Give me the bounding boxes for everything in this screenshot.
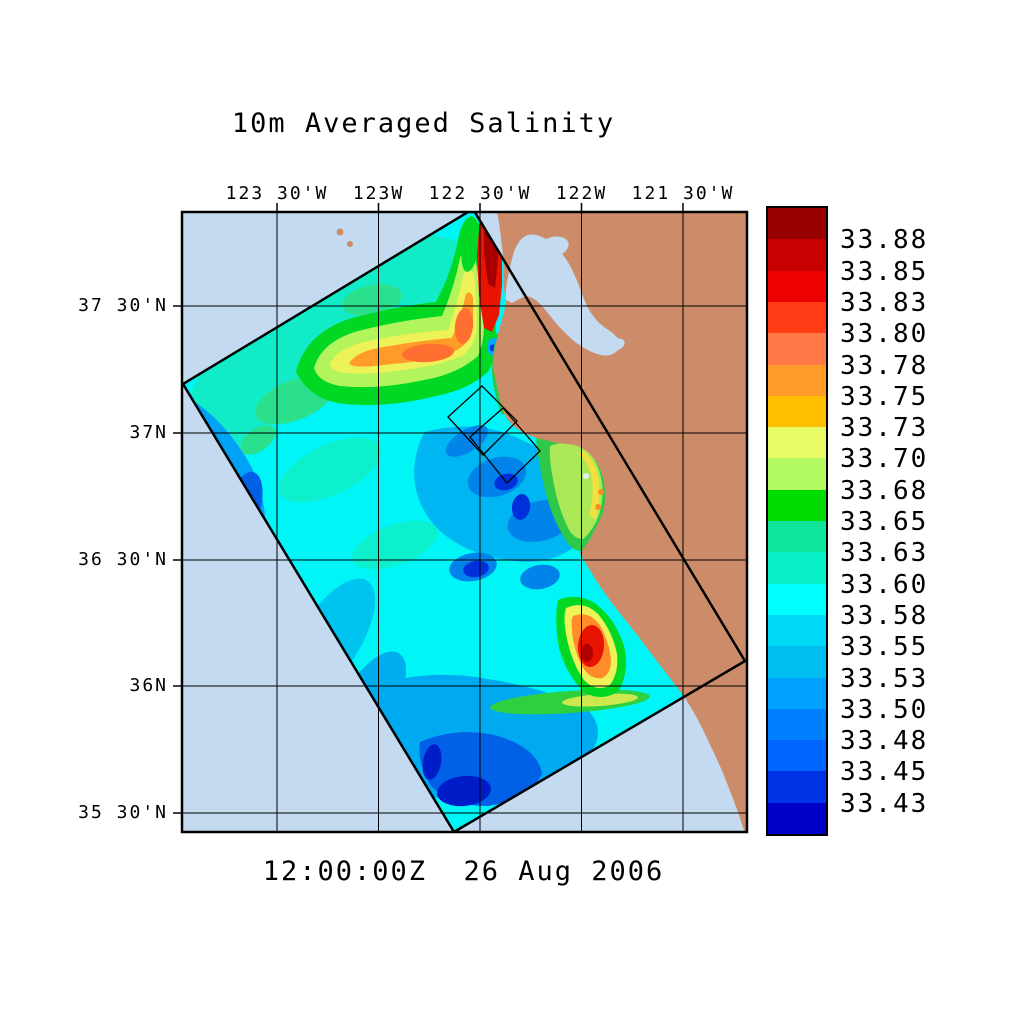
san-pablo-bay [537, 236, 569, 258]
colorbar-band [768, 208, 826, 240]
colorbar-band [768, 552, 826, 585]
colorbar-tick-label: 33.80 [840, 319, 929, 350]
lat-tick-label: 36N [129, 675, 168, 696]
colorbar-band [768, 427, 826, 459]
colorbar-band [768, 583, 826, 616]
colorbar-tick-label: 33.73 [840, 413, 929, 444]
land-polygon [493, 212, 747, 832]
colorbar-band [768, 239, 826, 272]
field-blob [422, 744, 442, 780]
page-title: 10m Averaged Salinity [231, 108, 616, 139]
field-blob [402, 343, 454, 363]
colorbar-band [768, 677, 826, 710]
south-bay-pond [605, 338, 625, 352]
field-blob [437, 775, 491, 807]
lat-tick-label: 37N [129, 422, 168, 443]
lat-tick-label: 35 30'N [78, 802, 168, 823]
field-blob [461, 228, 479, 272]
colorbar-band [768, 364, 826, 397]
colorbar-tick-label: 33.48 [840, 726, 929, 757]
colorbar-tick-label: 33.65 [840, 507, 929, 537]
colorbar-band [768, 646, 826, 678]
field-blob [279, 437, 381, 503]
plot-frame [180, 210, 749, 834]
colorbar-bands [768, 208, 826, 835]
colorbar-band [768, 395, 826, 428]
field-blob [579, 450, 600, 520]
colorbar-band [768, 708, 826, 741]
colorbar-band [768, 802, 826, 835]
colorbar-band [768, 740, 826, 772]
field-blob [511, 494, 531, 520]
field-blob [463, 560, 489, 578]
field-blob [520, 564, 560, 590]
colorbar-tick-label: 33.50 [840, 694, 929, 725]
colorbar-band [768, 301, 826, 334]
lon-tick-label: 122 30'W [428, 183, 532, 204]
colorbar-tick-label: 33.58 [840, 600, 929, 631]
colorbar-tick-label: 33.70 [840, 444, 929, 475]
colorbar-tick-label: 33.75 [840, 381, 929, 412]
lat-tick-label: 36 30'N [78, 549, 168, 570]
colorbar-band [768, 771, 826, 804]
timestamp-label: 12:00:00Z 26 Aug 2006 [262, 856, 665, 887]
san-francisco-bay [505, 234, 621, 356]
field-blob [581, 644, 593, 662]
field-blob [342, 284, 402, 316]
lon-tick-label: 121 30'W [631, 183, 735, 204]
sampling-box-1 [447, 385, 518, 456]
colorbar-tick-label: 33.45 [840, 757, 929, 788]
lat-tick-label: 37 30'N [78, 295, 168, 316]
colorbar-band [768, 521, 826, 553]
axis-ticks [173, 203, 684, 814]
field-blob [598, 489, 604, 495]
sampling-box-2 [469, 407, 541, 484]
lon-tick-label: 123 30'W [225, 183, 329, 204]
lat-lon-grid [182, 212, 747, 832]
field-blob [352, 520, 438, 570]
colorbar-tick-label: 33.53 [840, 663, 929, 694]
colorbar-tick-label: 33.85 [840, 256, 929, 287]
colorbar [766, 206, 828, 836]
colorbar-tick-label: 33.55 [840, 632, 929, 663]
colorbar-tick-label: 33.78 [840, 350, 929, 381]
colorbar-tick-label: 33.60 [840, 569, 929, 600]
field-blob [454, 308, 474, 344]
field-blob [583, 473, 589, 479]
colorbar-band [768, 270, 826, 303]
colorbar-band [768, 489, 826, 522]
colorbar-band [768, 614, 826, 647]
colorbar-band [768, 333, 826, 365]
colorbar-tick-label: 33.63 [840, 538, 929, 569]
islet [347, 241, 353, 247]
colorbar-tick-label: 33.88 [840, 225, 929, 256]
map-contents [182, 212, 747, 832]
lon-tick-label: 122W [555, 183, 608, 204]
lon-tick-label: 123W [352, 183, 405, 204]
colorbar-band [768, 458, 826, 491]
colorbar-tick-label: 33.43 [840, 788, 929, 819]
islet [336, 228, 344, 236]
field-blob [595, 504, 601, 510]
model-domain-outline [182, 212, 747, 832]
colorbar-tick-label: 33.68 [840, 475, 929, 506]
colorbar-tick-label: 33.83 [840, 287, 929, 318]
